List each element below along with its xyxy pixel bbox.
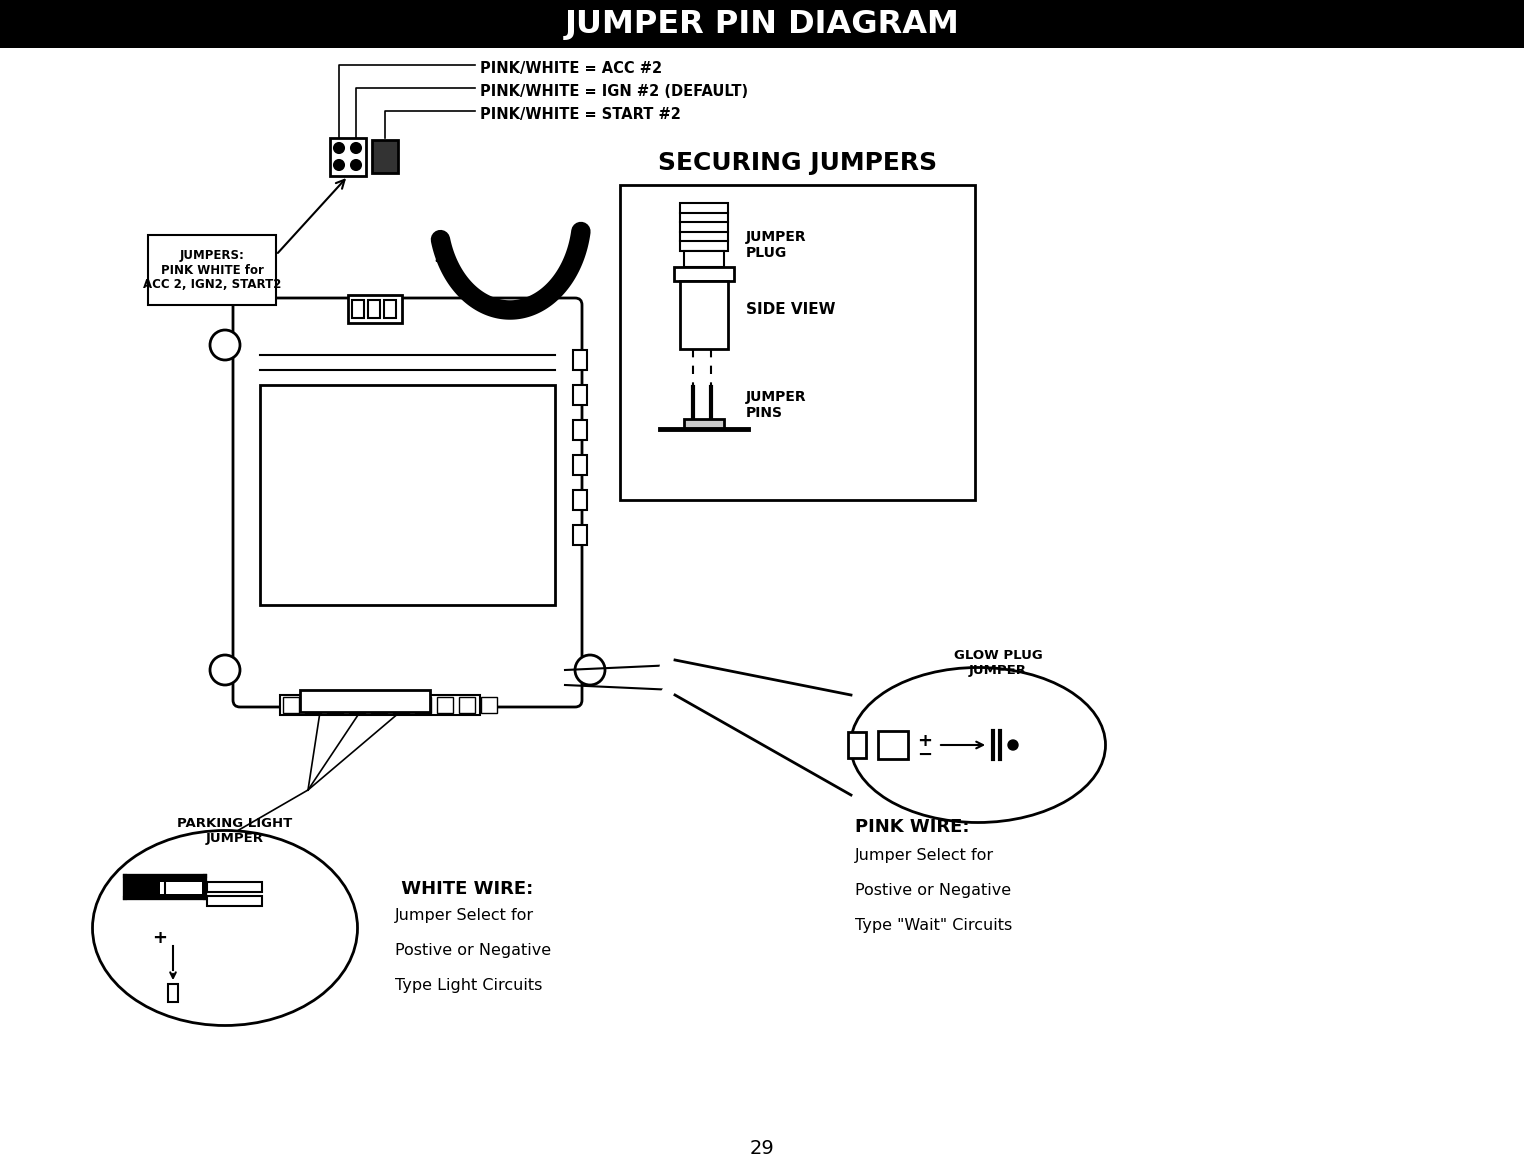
- Text: +: +: [917, 732, 933, 750]
- Bar: [148, 236, 276, 305]
- Bar: [573, 455, 587, 475]
- Bar: [207, 897, 262, 906]
- Text: SIDE VIEW: SIDE VIEW: [747, 302, 835, 318]
- Bar: [160, 883, 203, 894]
- Bar: [684, 420, 724, 429]
- Bar: [331, 138, 366, 176]
- Text: JUMPER
PLUG: JUMPER PLUG: [747, 230, 806, 260]
- Bar: [300, 690, 430, 713]
- Bar: [684, 251, 724, 267]
- Bar: [168, 984, 178, 1002]
- Bar: [878, 731, 908, 759]
- Text: JUMPERS:
PINK WHITE for
ACC 2, IGN2, START2: JUMPERS: PINK WHITE for ACC 2, IGN2, STA…: [143, 248, 282, 292]
- Bar: [370, 697, 387, 713]
- Text: SECURING JUMPERS: SECURING JUMPERS: [658, 151, 937, 175]
- Bar: [393, 697, 408, 713]
- Bar: [437, 697, 453, 713]
- Bar: [349, 697, 366, 713]
- Bar: [680, 281, 728, 349]
- Text: WHITE WIRE:: WHITE WIRE:: [395, 880, 533, 898]
- Circle shape: [351, 143, 361, 154]
- Bar: [573, 350, 587, 370]
- Text: −: −: [917, 747, 933, 764]
- Bar: [482, 697, 497, 713]
- Bar: [573, 384, 587, 406]
- Bar: [415, 697, 431, 713]
- Circle shape: [210, 655, 239, 684]
- Bar: [0, 0, 1524, 48]
- Bar: [384, 300, 396, 318]
- Bar: [573, 490, 587, 510]
- Circle shape: [575, 655, 605, 684]
- Circle shape: [334, 161, 344, 170]
- FancyBboxPatch shape: [233, 298, 582, 707]
- Bar: [459, 697, 475, 713]
- Bar: [680, 203, 728, 251]
- Ellipse shape: [93, 831, 358, 1026]
- Ellipse shape: [850, 668, 1105, 823]
- Bar: [347, 295, 402, 323]
- Text: JUMPER PIN DIAGRAM: JUMPER PIN DIAGRAM: [564, 8, 960, 40]
- Bar: [847, 732, 866, 758]
- Text: JUMPER
PINS: JUMPER PINS: [747, 390, 806, 420]
- Circle shape: [1007, 740, 1018, 750]
- Text: PARKING LIGHT
JUMPER: PARKING LIGHT JUMPER: [177, 817, 293, 845]
- Bar: [367, 300, 379, 318]
- Circle shape: [351, 161, 361, 170]
- Bar: [125, 875, 206, 898]
- Text: PINK/WHITE = ACC #2: PINK/WHITE = ACC #2: [480, 61, 661, 75]
- Bar: [573, 525, 587, 545]
- Text: PINK/WHITE = START #2: PINK/WHITE = START #2: [480, 107, 681, 122]
- Bar: [207, 883, 262, 892]
- Bar: [125, 875, 206, 898]
- Circle shape: [210, 331, 239, 360]
- Bar: [283, 697, 299, 713]
- Text: +: +: [152, 929, 168, 947]
- Text: Jumper Select for

Postive or Negative

Type Light Circuits: Jumper Select for Postive or Negative Ty…: [395, 908, 552, 993]
- Text: GLOW PLUG
JUMPER: GLOW PLUG JUMPER: [954, 649, 1042, 677]
- Text: 29: 29: [750, 1138, 774, 1158]
- Bar: [328, 697, 343, 713]
- Text: PINK WIRE:: PINK WIRE:: [855, 818, 969, 836]
- Circle shape: [334, 143, 344, 154]
- Bar: [352, 300, 364, 318]
- Bar: [674, 267, 735, 281]
- Bar: [261, 384, 555, 605]
- Text: Jumper Select for

Postive or Negative

Type "Wait" Circuits: Jumper Select for Postive or Negative Ty…: [855, 849, 1012, 933]
- Bar: [305, 697, 322, 713]
- Bar: [573, 420, 587, 440]
- Bar: [372, 139, 398, 173]
- Bar: [280, 695, 480, 715]
- Bar: [620, 185, 975, 500]
- Text: PINK/WHITE = IGN #2 (DEFAULT): PINK/WHITE = IGN #2 (DEFAULT): [480, 83, 748, 98]
